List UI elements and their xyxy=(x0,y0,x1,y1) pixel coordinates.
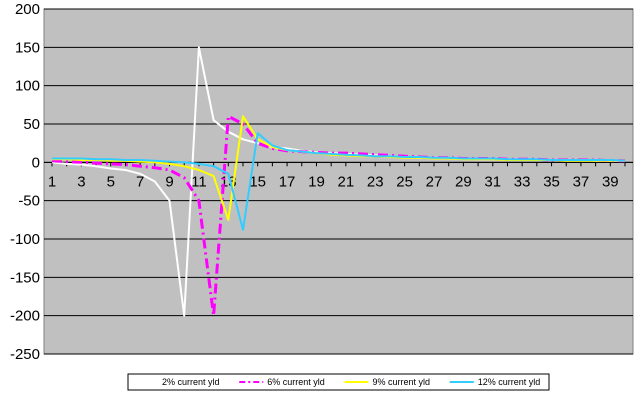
x-tick-label: 33 xyxy=(514,173,531,190)
legend: 2% current yld 6% current yld 9% current y… xyxy=(127,373,550,391)
y-tick-label: -100 xyxy=(10,231,40,248)
series-line-2 xyxy=(51,114,625,318)
legend-label: 2% current yld xyxy=(162,377,220,387)
x-tick-label: 25 xyxy=(396,173,413,190)
y-tick-label: 200 xyxy=(15,1,40,18)
y-tick-label: -200 xyxy=(10,308,40,325)
x-tick-label: 1 xyxy=(48,173,56,190)
x-tick-label: 5 xyxy=(107,173,115,190)
x-tick-label: 21 xyxy=(338,173,355,190)
x-tick-label: 37 xyxy=(573,173,590,190)
plot-area xyxy=(43,8,634,355)
y-tick-label: 50 xyxy=(23,116,40,133)
legend-label: 6% current yld xyxy=(267,377,325,387)
x-tick-label: 3 xyxy=(77,173,85,190)
y-tick-label: 0 xyxy=(32,154,40,171)
gridlines xyxy=(44,8,633,355)
series-lines xyxy=(51,46,626,318)
legend-box xyxy=(127,373,550,391)
x-tick-label: 7 xyxy=(136,173,144,190)
x-tick-label: 9 xyxy=(165,173,173,190)
y-tick-label: 100 xyxy=(15,78,40,95)
legend-label: 9% current yld xyxy=(373,377,431,387)
x-tick-label: 31 xyxy=(484,173,501,190)
x-tick-label: 39 xyxy=(602,173,619,190)
legend-label: 12% current yld xyxy=(478,377,541,387)
x-tick-label: 35 xyxy=(543,173,560,190)
x-tick-label: 17 xyxy=(279,173,296,190)
x-tick-label: 29 xyxy=(455,173,472,190)
x-tick-label: 11 xyxy=(191,173,207,190)
y-tick-label: 150 xyxy=(15,39,40,56)
y-tick-label: -250 xyxy=(10,346,40,363)
y-tick-label: -50 xyxy=(18,193,40,210)
y-tick-label: -150 xyxy=(10,269,40,286)
x-tick-label: 19 xyxy=(308,173,325,190)
x-tick-label: 23 xyxy=(367,173,384,190)
series-line-4 xyxy=(52,132,626,231)
y-axis-ticks: 200 150 100 50 0 -50 -100 -150 -200 -250 xyxy=(10,1,40,363)
x-tick-label: 15 xyxy=(249,173,266,190)
x-tick-label: 27 xyxy=(426,173,443,190)
